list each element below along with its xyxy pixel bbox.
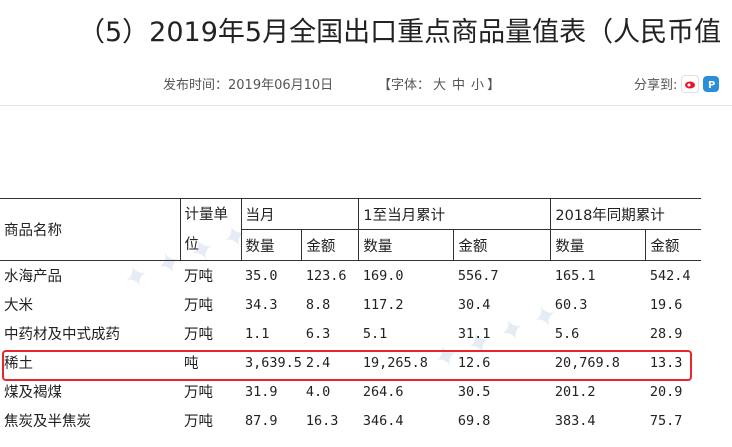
subheader: 金额 xyxy=(645,229,701,261)
cell-value: 30.5 xyxy=(457,383,491,400)
cell-value: 165.1 xyxy=(554,267,596,284)
cell-product-name: 煤及褐煤 xyxy=(4,385,62,401)
cell-product-name: 稀土 xyxy=(4,356,33,372)
table-subheader-row: 数量 金额 数量 金额 数量 金额 xyxy=(0,229,701,261)
cell-value: 87.9 xyxy=(245,412,278,429)
cell-product-name: 大米 xyxy=(4,298,33,314)
publish-date: 2019年06月10日 xyxy=(228,78,334,93)
table-row: 焦炭及半焦炭 万吨 87.9 16.3 346.4 69.8 383.4 75.7 xyxy=(0,406,701,435)
table-row: 稀土 吨 3,639.5 2.4 19,265.8 12.6 20,769.8 13.3 xyxy=(0,348,701,377)
share-label: 分享到: xyxy=(634,78,678,93)
header-group: 2018年同期累计 xyxy=(550,198,701,230)
cell-value: 13.3 xyxy=(649,354,683,371)
publish-time: 发布时间：2019年06月10日 xyxy=(163,74,333,93)
font-size-selector: 【字体：大中小】 xyxy=(378,74,500,93)
cell-value: 60.3 xyxy=(554,296,588,313)
cell-unit: 万吨 xyxy=(184,327,213,343)
cell-value: 31.1 xyxy=(457,325,491,342)
cell-unit: 万吨 xyxy=(184,414,213,430)
cell-value: 8.8 xyxy=(305,296,331,313)
share-bar: 分享到: P xyxy=(634,74,720,93)
cell-value: 30.4 xyxy=(457,296,491,313)
cell-value: 75.7 xyxy=(649,412,683,429)
cell-value: 35.0 xyxy=(245,267,278,284)
cell-unit: 吨 xyxy=(184,356,199,372)
table-header-row: 商品名称 计量单位 当月 1至当月累计 2018年同期累计 xyxy=(0,198,701,261)
header-group: 当月 xyxy=(240,198,359,230)
subheader: 数量 xyxy=(240,229,302,261)
cell-value: 383.4 xyxy=(554,412,596,429)
cell-value: 69.8 xyxy=(457,412,491,429)
subheader: 数量 xyxy=(550,229,646,261)
header-divider xyxy=(0,105,732,106)
cell-value: 5.1 xyxy=(362,325,388,342)
subheader: 金额 xyxy=(301,229,359,261)
table-row: 水海产品 万吨 35.0 123.6 169.0 556.7 165.1 542.4 xyxy=(0,261,701,291)
cell-value: 556.7 xyxy=(457,267,499,284)
cell-value: 19,265.8 xyxy=(362,354,428,371)
cell-value: 34.3 xyxy=(245,296,278,313)
cell-value: 5.6 xyxy=(554,325,580,342)
header-unit: 计量单位 xyxy=(179,198,241,261)
cell-value: 4.0 xyxy=(305,383,331,400)
table-row: 中药材及中式成药 万吨 1.1 6.3 5.1 31.1 5.6 28.9 xyxy=(0,319,701,348)
font-size-close: 】 xyxy=(487,78,501,93)
publish-label: 发布时间： xyxy=(163,78,229,93)
cell-value: 28.9 xyxy=(649,325,683,342)
font-size-open: 【字体： xyxy=(378,78,431,93)
export-data-table: 商品名称 计量单位 当月 1至当月累计 2018年同期累计 数量 金额 数量 金… xyxy=(0,198,701,435)
cell-unit: 万吨 xyxy=(184,385,213,401)
cell-product-name: 焦炭及半焦炭 xyxy=(4,414,91,430)
cell-value: 3,639.5 xyxy=(245,354,302,371)
header-group: 1至当月累计 xyxy=(358,198,551,230)
cell-value: 20.9 xyxy=(649,383,683,400)
cell-value: 117.2 xyxy=(362,296,404,313)
cell-value: 20,769.8 xyxy=(554,354,620,371)
cell-value: 169.0 xyxy=(362,267,404,284)
cell-value: 1.1 xyxy=(245,325,270,342)
font-size-medium-link[interactable]: 中 xyxy=(452,78,466,93)
cell-value: 264.6 xyxy=(362,383,404,400)
cell-value: 542.4 xyxy=(649,267,691,284)
cell-product-name: 中药材及中式成药 xyxy=(4,327,120,343)
cell-value: 2.4 xyxy=(305,354,331,371)
table-row: 大米 万吨 34.3 8.8 117.2 30.4 60.3 19.6 xyxy=(0,290,701,319)
page-title: （5）2019年5月全国出口重点商品量值表（人民币值 xyxy=(78,17,722,48)
cell-product-name: 水海产品 xyxy=(4,269,62,285)
svg-text:P: P xyxy=(708,80,715,90)
cell-value: 19.6 xyxy=(649,296,683,313)
table-row: 煤及褐煤 万吨 31.9 4.0 264.6 30.5 201.2 20.9 xyxy=(0,377,701,406)
cell-value: 6.3 xyxy=(305,325,331,342)
subheader: 金额 xyxy=(453,229,551,261)
cell-value: 31.9 xyxy=(245,383,278,400)
cell-value: 12.6 xyxy=(457,354,491,371)
cell-value: 201.2 xyxy=(554,383,596,400)
cell-unit: 万吨 xyxy=(184,298,213,314)
weibo-icon[interactable] xyxy=(681,74,700,93)
font-size-large-link[interactable]: 大 xyxy=(433,78,447,93)
cell-value: 16.3 xyxy=(305,412,339,429)
font-size-small-link[interactable]: 小 xyxy=(471,78,485,93)
header-product-name: 商品名称 xyxy=(0,198,180,261)
cell-value: 346.4 xyxy=(362,412,404,429)
cell-value: 123.6 xyxy=(305,267,347,284)
p-icon[interactable]: P xyxy=(703,75,720,92)
subheader: 数量 xyxy=(358,229,454,261)
cell-unit: 万吨 xyxy=(184,269,213,285)
row-highlight-box xyxy=(2,350,692,381)
